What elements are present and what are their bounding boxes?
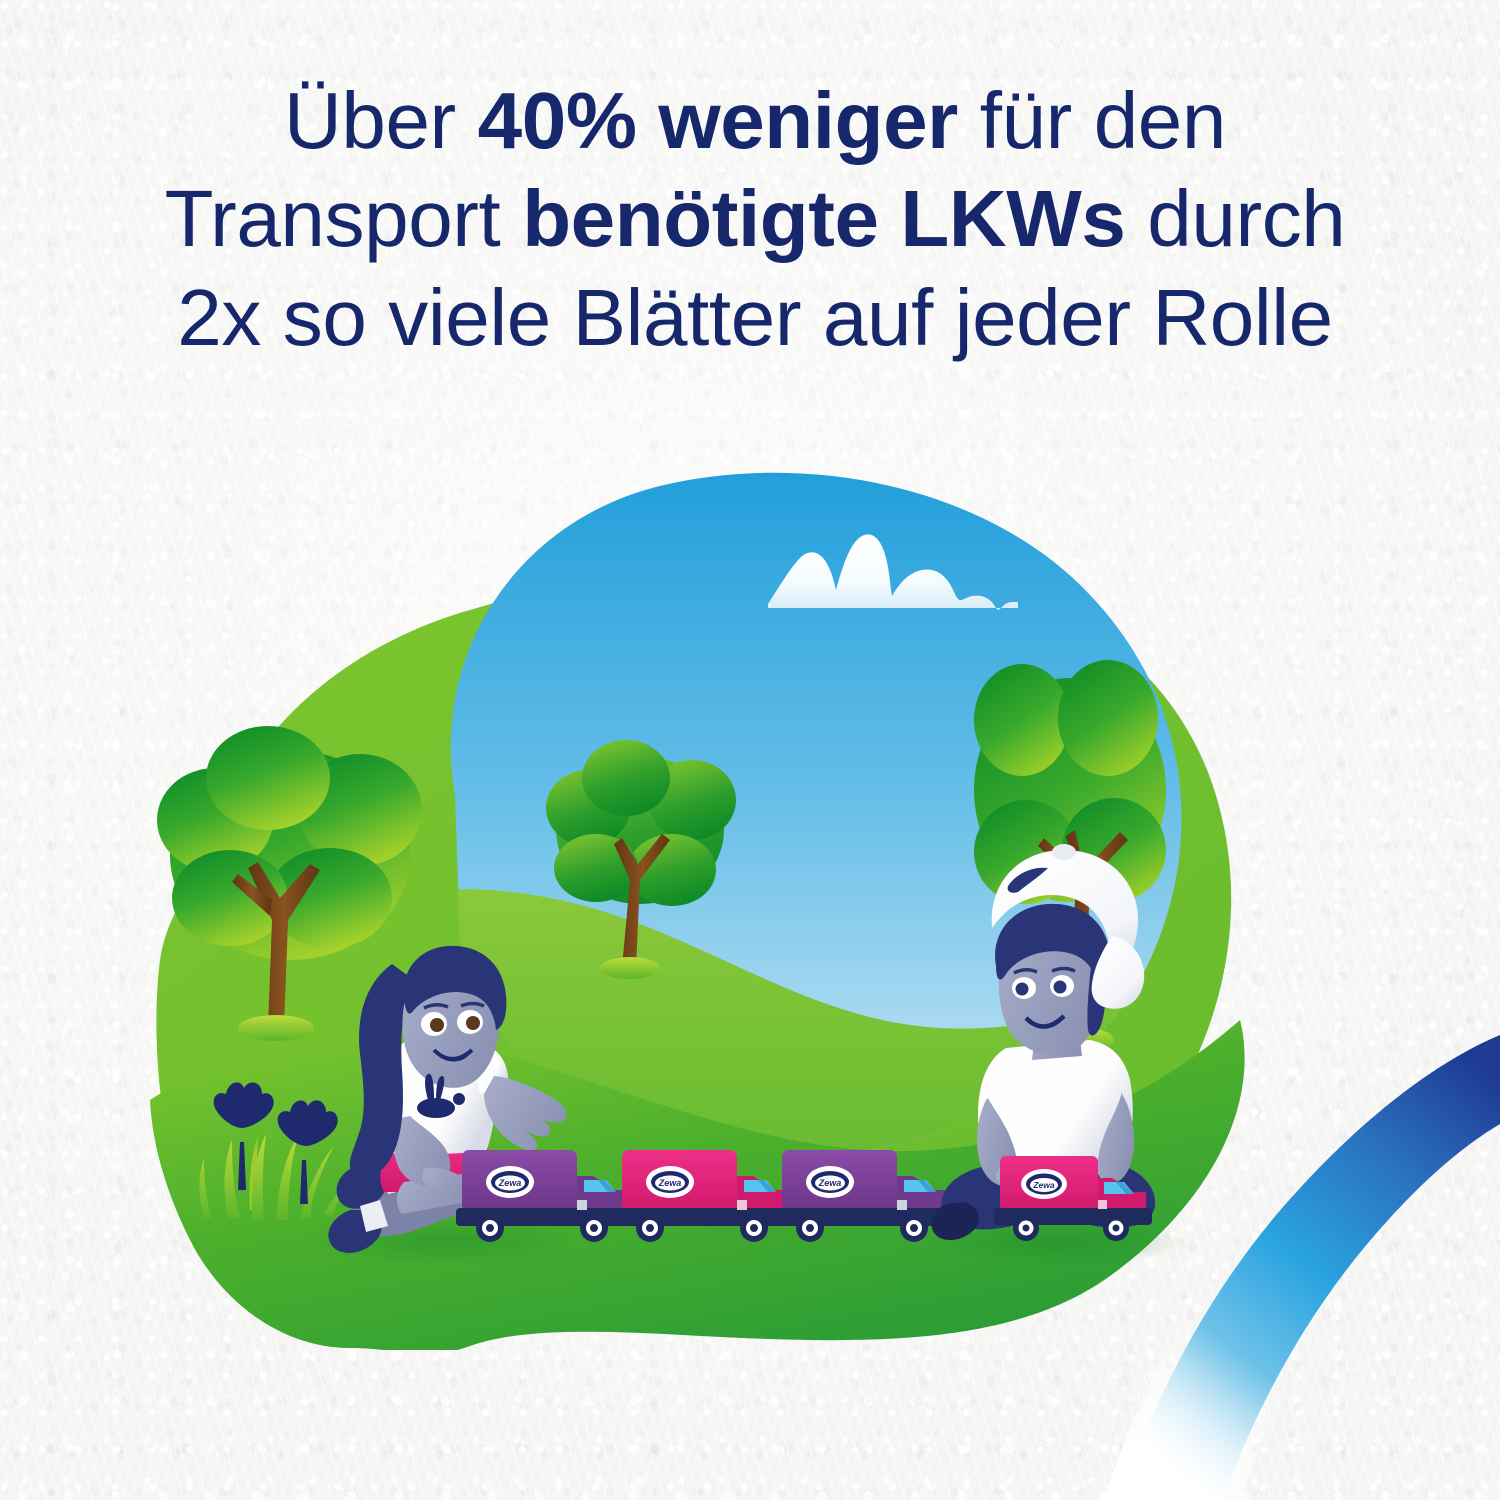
girl-hair-back <box>349 964 414 1178</box>
toy-truck-1: Zewa <box>456 1150 628 1242</box>
girl-mouth <box>436 1054 470 1062</box>
girl-arm-reach <box>484 1076 567 1151</box>
boy-shoe <box>931 1202 980 1241</box>
boy-pupil-right <box>1053 980 1067 994</box>
boy-pupil-left <box>1015 982 1029 996</box>
zewa-logo-text-4: Zewa <box>1032 1180 1055 1190</box>
scene-illustration: Zewa Zewa <box>0 400 1320 1355</box>
child-girl <box>300 945 580 1266</box>
cloud-icon <box>768 534 1018 610</box>
zewa-logo-text-2: Zewa <box>658 1178 682 1188</box>
boy-mouth <box>1024 1014 1066 1029</box>
headline-line-2-suffix: durch <box>1125 174 1346 264</box>
girl-brow-right <box>460 1001 485 1008</box>
girl-smile <box>432 1048 474 1061</box>
flowers-group <box>199 1082 368 1220</box>
boy-brow-right <box>1051 966 1076 973</box>
headline-line-2-emphasis: benötigte LKWs <box>522 174 1126 264</box>
girl-hair-front <box>403 945 507 1030</box>
girl-pupil-left <box>430 1018 444 1032</box>
tree-right <box>974 660 1166 1053</box>
boy-shirt <box>978 1040 1133 1176</box>
zewa-logo-text-1: Zewa <box>498 1178 522 1188</box>
tree-left <box>157 726 422 1041</box>
zewa-logo-2: Zewa <box>646 1166 694 1198</box>
zewa-logo-1: Zewa <box>486 1166 534 1198</box>
flower-icon-2 <box>277 1100 338 1204</box>
girl-pupil-right <box>466 1016 480 1030</box>
zewa-logo-text-3: Zewa <box>818 1178 842 1188</box>
boy-hair <box>995 903 1111 998</box>
zewa-logo-4: Zewa <box>1021 1169 1067 1199</box>
toy-truck-2: Zewa <box>616 1150 788 1242</box>
bunny-icon <box>417 1073 465 1118</box>
boy-lip <box>1030 1020 1062 1029</box>
zewa-logo-3: Zewa <box>806 1166 854 1198</box>
headline-line-1-prefix: Über <box>284 76 478 165</box>
headline-line-3: 2x so viele Blätter auf jeder Rolle <box>177 272 1333 362</box>
headline-line-2: Transport benötigte LKWs durch <box>60 170 1450 268</box>
flower-icon-1 <box>213 1082 274 1190</box>
headline-line-1-emphasis: 40% weniger <box>477 76 959 165</box>
headline: Über 40% weniger für den Transport benöt… <box>60 72 1450 367</box>
boy-brow-left <box>1013 968 1038 975</box>
toy-truck-3: Zewa <box>776 1150 948 1242</box>
headline-line-2-prefix: Transport <box>164 174 523 264</box>
girl-hand <box>422 1167 472 1199</box>
headline-line-1: Über 40% weniger für den <box>60 72 1450 170</box>
headline-line-1-suffix: für den <box>957 76 1227 165</box>
scene-svg: Zewa Zewa <box>150 472 1245 1355</box>
boy-cap-icon <box>991 844 1145 1009</box>
girl-sock-2 <box>360 1200 388 1232</box>
girl-brow-left <box>423 1003 449 1010</box>
tree-middle <box>546 740 736 979</box>
